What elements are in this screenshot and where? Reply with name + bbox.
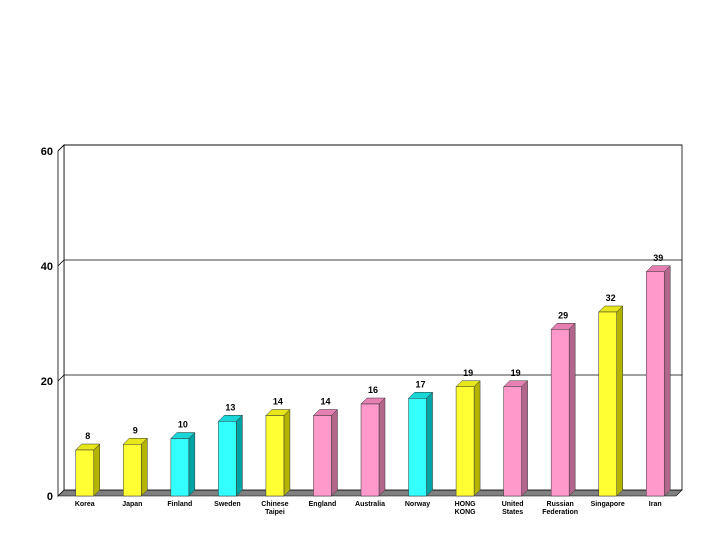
bar <box>408 398 427 497</box>
bar-group: 13 <box>217 402 243 497</box>
bar <box>455 386 475 497</box>
data-label: 16 <box>368 385 378 395</box>
x-tick-label: Singapore <box>591 501 625 508</box>
x-tick-label-line: Chinese <box>261 501 288 508</box>
x-tick-label: Japan <box>122 501 142 508</box>
data-label: 19 <box>511 368 521 378</box>
bar-side <box>426 391 433 497</box>
x-tick-label: Norway <box>405 501 430 508</box>
bar-group: 14 <box>312 397 339 497</box>
x-tick-label-line: Singapore <box>591 501 625 508</box>
bar-side <box>283 408 291 497</box>
bar-side <box>331 408 338 497</box>
data-label: 19 <box>463 368 473 378</box>
bar-side <box>188 431 196 497</box>
gridline-side <box>57 259 65 267</box>
data-label: 8 <box>85 431 90 441</box>
bar <box>503 386 522 497</box>
x-tick-label-line: Australia <box>355 501 385 508</box>
bar-group: 9 <box>122 425 148 497</box>
bar <box>265 415 285 497</box>
data-label: 17 <box>416 379 426 389</box>
x-tick-label: Iran <box>649 501 662 508</box>
category-labels: Korea Japan Finland Sweden Chinese Taipei Engl… <box>75 501 662 516</box>
x-tick-label: Chinese Taipei <box>261 501 288 516</box>
bar-group: 19 <box>503 368 529 497</box>
x-tick-label: Sweden <box>214 501 240 508</box>
bar-side <box>521 380 528 497</box>
bar <box>218 421 237 497</box>
bar-side <box>93 443 101 497</box>
bar <box>550 329 570 497</box>
x-tick-label-line: KONG <box>455 509 477 516</box>
y-tick-label: 60 <box>41 146 53 158</box>
bar-group: 19 <box>455 368 481 497</box>
bar <box>313 415 332 497</box>
bar <box>360 403 380 497</box>
bar-group: 29 <box>550 310 576 497</box>
bar-side <box>616 305 623 497</box>
x-tick-label: Russian Federation <box>542 501 578 516</box>
x-tick-label-line: Finland <box>167 501 192 508</box>
y-tick-label: 0 <box>47 491 53 503</box>
bar-group: 39 <box>645 253 671 497</box>
bar-side <box>663 265 671 497</box>
bar-group: 16 <box>360 385 386 497</box>
bar <box>75 449 95 497</box>
x-tick-label-line: Iran <box>649 501 662 508</box>
bar-side <box>473 380 481 497</box>
bar <box>645 271 665 497</box>
bar-group: 14 <box>265 397 291 497</box>
x-tick-label: Korea <box>75 501 95 508</box>
x-tick-label-line: Federation <box>542 509 578 516</box>
x-tick-label-line: HONG <box>455 501 477 508</box>
data-label: 10 <box>178 420 188 430</box>
bar-group: 10 <box>170 420 196 497</box>
plot-side-wall <box>57 144 65 497</box>
x-tick-label: Australia <box>355 501 385 508</box>
data-label: 13 <box>225 402 235 412</box>
x-tick-label: England <box>309 501 337 508</box>
y-tick-label: 40 <box>41 261 53 273</box>
gridline-side <box>57 144 65 152</box>
data-label: 29 <box>558 310 568 320</box>
x-tick-label-line: Sweden <box>214 501 240 508</box>
x-tick-label: United States <box>502 501 524 516</box>
x-tick-label-line: England <box>309 501 337 508</box>
data-label: 14 <box>273 397 283 407</box>
x-tick-label-line: Norway <box>405 501 430 508</box>
x-tick-label-line: Taipei <box>265 509 285 516</box>
data-label: 14 <box>320 397 330 407</box>
x-tick-label-line: United <box>502 501 524 508</box>
data-label: 32 <box>606 293 616 303</box>
bar-side <box>141 437 148 497</box>
x-tick-label-line: Korea <box>75 501 95 508</box>
bar-group: 8 <box>75 431 101 497</box>
x-tick-label-line: Russian <box>547 501 574 508</box>
gridline-side <box>57 374 65 382</box>
data-label: 39 <box>653 253 663 263</box>
y-axis: 0 20 40 60 <box>41 146 53 503</box>
x-tick-label-line: Japan <box>122 501 142 508</box>
bar <box>598 311 617 497</box>
x-tick-label-line: States <box>502 509 523 516</box>
bar-side <box>568 322 576 497</box>
bars: 8 9 10 13 14 14 16 17 19 19 29 32 39 <box>75 253 671 497</box>
bar-group: 32 <box>598 293 624 497</box>
x-tick-label: HONG KONG <box>455 501 477 516</box>
x-tick-label: Finland <box>167 501 192 508</box>
bar-side <box>236 414 243 497</box>
bar <box>170 438 190 497</box>
data-label: 9 <box>133 425 138 435</box>
bar-side <box>378 397 386 497</box>
bar-group: 17 <box>407 379 434 497</box>
y-tick-label: 20 <box>41 376 53 388</box>
bar <box>123 444 142 497</box>
